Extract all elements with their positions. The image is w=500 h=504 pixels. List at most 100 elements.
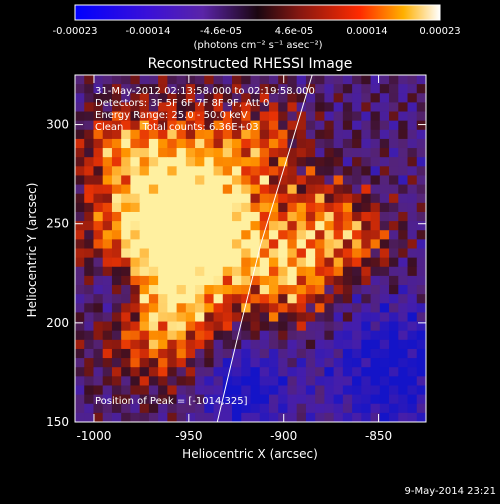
heatmap-cell <box>259 376 270 387</box>
heatmap-cell <box>176 129 187 140</box>
heatmap-cell <box>398 312 409 323</box>
heatmap-cell <box>315 193 325 204</box>
heatmap-cell <box>296 166 307 177</box>
heatmap-cell <box>241 303 252 314</box>
heatmap-cell <box>222 211 233 222</box>
heatmap-cell <box>139 129 150 140</box>
heatmap-cell <box>361 138 372 149</box>
heatmap-cell <box>342 412 353 422</box>
heatmap-cell <box>241 75 252 85</box>
heatmap-cell <box>389 385 399 396</box>
heatmap-cell <box>361 312 372 323</box>
heatmap-cell <box>407 129 418 140</box>
heatmap-cell <box>111 239 122 250</box>
heatmap-cell <box>130 330 141 341</box>
axes: -1000 -950 -900 -850 150 200 250 300 <box>46 75 426 443</box>
heatmap-cell <box>185 376 196 387</box>
heatmap-cell <box>195 321 205 332</box>
heatmap-cell <box>241 394 252 405</box>
heatmap-cell <box>93 367 104 377</box>
heatmap-cell <box>93 403 104 414</box>
heatmap-cell <box>167 75 178 85</box>
heatmap-cell <box>241 211 252 222</box>
heatmap-cell <box>232 148 242 158</box>
heatmap-cell <box>287 239 298 250</box>
heatmap-cell <box>287 403 298 414</box>
heatmap-cell <box>222 275 233 286</box>
heatmap-cell <box>241 111 252 122</box>
heatmap-cell <box>287 385 298 396</box>
heatmap-cell <box>305 93 316 103</box>
heatmap-cell <box>407 75 418 85</box>
energy-range: Energy Range: 25.0 - 50.0 keV <box>95 110 248 121</box>
heatmap-cell <box>287 93 298 103</box>
heatmap-cell <box>148 202 159 213</box>
heatmap-cell <box>93 385 104 396</box>
heatmap-cell <box>84 385 95 396</box>
heatmap-cell <box>278 211 289 222</box>
heatmap-cell <box>389 321 399 332</box>
heatmap-cell <box>416 221 426 231</box>
heatmap-cell <box>241 275 252 286</box>
colorbar-unit-label: (photons cm⁻² s⁻¹ asec⁻²) <box>193 40 322 51</box>
heatmap-cell <box>84 266 95 277</box>
heatmap-cell <box>148 257 159 268</box>
heatmap-cell <box>278 348 289 359</box>
heatmap-cell <box>416 367 426 377</box>
heatmap-cell <box>121 266 132 277</box>
heatmap-cell <box>259 385 270 396</box>
heatmap-cell <box>250 221 261 231</box>
heatmap-cell <box>259 285 270 295</box>
heatmap-cell <box>121 248 132 259</box>
heatmap-cell <box>259 257 270 268</box>
heatmap-cell <box>268 93 279 103</box>
heatmap-cell <box>278 102 289 113</box>
heatmap-cell <box>111 303 122 314</box>
heatmap-cell <box>130 385 141 396</box>
heatmap-cell <box>139 358 150 368</box>
heatmap-cell <box>84 403 95 414</box>
heatmap-cell <box>305 312 316 323</box>
heatmap-cell <box>111 248 122 259</box>
heatmap-cell <box>389 257 399 268</box>
heatmap-cell <box>287 166 298 177</box>
heatmap-cell <box>148 211 159 222</box>
heatmap-cell <box>139 339 150 350</box>
heatmap-cell <box>370 376 381 387</box>
heatmap-cell <box>176 111 187 122</box>
heatmap-cell <box>232 412 242 422</box>
heatmap-cell <box>139 385 150 396</box>
heatmap-cell <box>185 211 196 222</box>
heatmap-cell <box>176 394 187 405</box>
heatmap-cell <box>389 294 399 304</box>
heatmap-cell <box>204 111 215 122</box>
heatmap-cell <box>268 221 279 231</box>
heatmap-cell <box>315 211 325 222</box>
heatmap-cell <box>407 358 418 368</box>
heatmap-cell <box>407 376 418 387</box>
heatmap-cell <box>324 202 335 213</box>
heatmap-cell <box>416 75 426 85</box>
heatmap-cell <box>287 111 298 122</box>
heatmap-cell <box>222 330 233 341</box>
heatmap-cell <box>167 266 178 277</box>
heatmap-cell <box>379 202 390 213</box>
heatmap-cell <box>139 348 150 359</box>
heatmap-cell <box>379 403 390 414</box>
heatmap-cell <box>333 367 344 377</box>
heatmap-cell <box>398 394 409 405</box>
heatmap-cell <box>333 184 344 195</box>
heatmap-cell <box>75 230 85 240</box>
heatmap-cell <box>204 248 215 259</box>
heatmap-cell <box>213 129 224 140</box>
heatmap-cell <box>185 84 196 94</box>
heatmap-cell <box>361 303 372 314</box>
heatmap-cell <box>296 84 307 94</box>
heatmap-cell <box>333 157 344 167</box>
heatmap-cell <box>278 75 289 85</box>
heatmap-cell <box>204 412 215 422</box>
heatmap-cell <box>213 376 224 387</box>
heatmap-cell <box>167 193 178 204</box>
heatmap-cell <box>213 239 224 250</box>
heatmap-cell <box>287 339 298 350</box>
